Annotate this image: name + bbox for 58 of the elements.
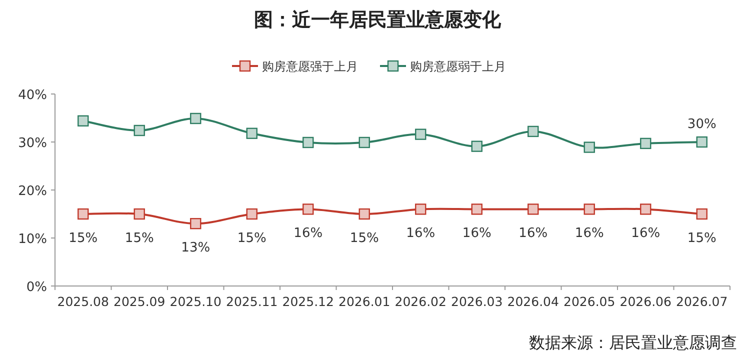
x-tick-label: 2025.09 [114, 294, 166, 309]
y-tick-label: 0% [26, 280, 47, 295]
x-tick-label: 2025.10 [170, 294, 222, 309]
y-tick-label: 10% [18, 232, 47, 247]
x-tick-label: 2026.04 [507, 294, 560, 309]
point [190, 218, 202, 230]
point [78, 115, 89, 126]
x-tick-label: 2026.06 [620, 294, 672, 309]
point [584, 204, 595, 215]
x-tick-label: 2025.08 [57, 294, 110, 309]
data-label: 13% [181, 240, 210, 256]
y-tick-label: 40% [18, 88, 47, 103]
x-tick-label: 2026.01 [338, 294, 390, 309]
point [471, 204, 482, 215]
point [471, 140, 482, 152]
data-label: 16% [294, 226, 323, 242]
point [640, 138, 652, 150]
legend-label: 购房意愿弱于上月 [410, 60, 506, 74]
data-label: 30% [687, 117, 716, 132]
source-note: 数据来源：居民置业意愿调查 [529, 333, 737, 352]
point [246, 128, 258, 139]
x-tick-label: 2026.02 [394, 294, 446, 309]
data-label: 16% [406, 226, 436, 242]
point [584, 142, 595, 153]
point [415, 204, 426, 215]
y-tick-label: 20% [18, 184, 47, 199]
point [358, 208, 370, 220]
point [528, 126, 539, 138]
point [134, 124, 145, 136]
point [696, 208, 708, 220]
x-tick-label: 2025.11 [226, 294, 278, 309]
x-tick-label: 2026.07 [676, 294, 728, 309]
data-label: 15% [350, 231, 379, 246]
data-label: 15% [687, 231, 716, 246]
legend-label: 购房意愿强于上月 [262, 60, 358, 74]
point [358, 136, 370, 148]
data-label: 15% [68, 231, 98, 246]
point [696, 136, 708, 148]
point [134, 208, 145, 220]
point [302, 136, 314, 148]
x-tick-label: 2025.12 [282, 294, 334, 309]
data-label: 15% [237, 231, 266, 246]
point [640, 204, 652, 215]
point [246, 208, 258, 220]
point [190, 112, 202, 124]
y-tick-label: 30% [18, 136, 47, 151]
data-label: 15% [124, 231, 154, 246]
point [302, 204, 314, 215]
data-label: 16% [574, 226, 604, 242]
chart-title: 图：近一年居民置业意愿变化 [254, 9, 502, 31]
data-label: 16% [462, 226, 492, 242]
point [415, 128, 426, 140]
point [528, 204, 539, 215]
data-label: 16% [631, 226, 660, 242]
data-label: 16% [518, 226, 548, 242]
x-tick-label: 2026.03 [451, 294, 503, 309]
point [78, 208, 89, 220]
x-tick-label: 2026.05 [564, 294, 616, 309]
